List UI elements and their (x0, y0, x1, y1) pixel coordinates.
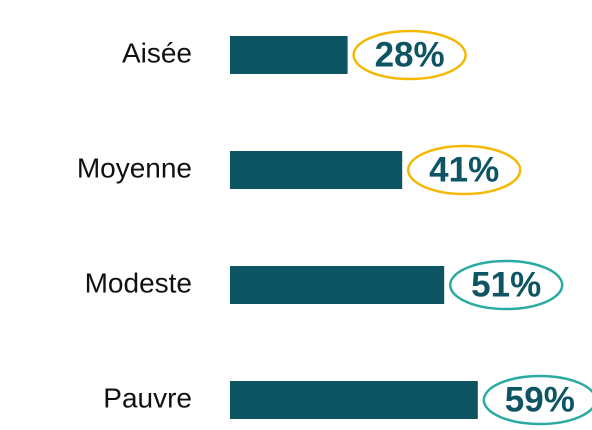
category-label: Modeste (85, 267, 192, 298)
highlight-ellipse (352, 29, 467, 81)
highlight-ellipse (406, 144, 522, 196)
value-label: 28% (375, 35, 445, 74)
bar (230, 36, 348, 74)
category-label: Moyenne (77, 152, 192, 183)
highlight-ellipse (482, 374, 592, 426)
highlight-ellipse (448, 259, 564, 311)
category-label: Aisée (122, 37, 192, 68)
value-label: 59% (505, 380, 575, 419)
bar (230, 381, 478, 419)
bar (230, 266, 445, 304)
value-label: 51% (471, 265, 541, 304)
bar (230, 151, 403, 189)
category-label: Pauvre (103, 382, 192, 413)
value-label: 41% (429, 150, 499, 189)
